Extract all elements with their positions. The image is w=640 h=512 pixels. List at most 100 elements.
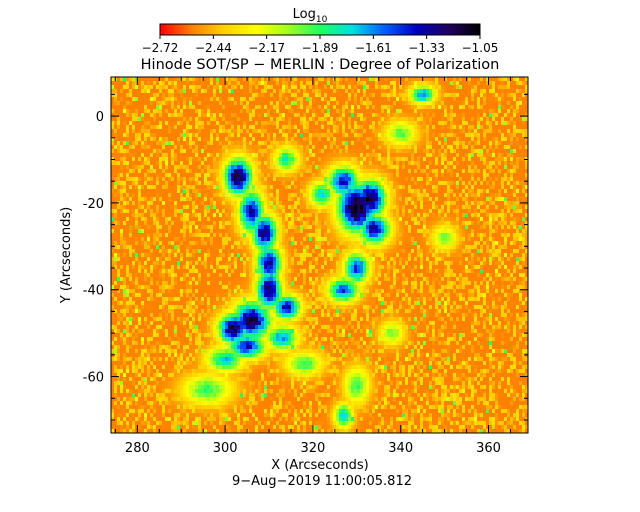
heatmap-cell [198,101,202,106]
heatmap-cell [189,101,193,106]
heatmap-cell [156,141,160,146]
heatmap-cell [144,145,148,150]
heatmap-cell [198,201,202,206]
heatmap-cell [174,125,178,130]
heatmap-cell [390,81,394,86]
heatmap-cell [204,217,208,222]
heatmap-cell [237,169,241,174]
heatmap-cell [246,149,250,154]
heatmap-cell [174,165,178,170]
heatmap-cell [429,209,433,214]
heatmap-cell [468,109,472,114]
heatmap-cell [312,105,316,110]
heatmap-cell [477,157,481,162]
heatmap-cell [234,197,238,202]
heatmap-cell [432,121,436,126]
heatmap-cell [144,89,148,94]
heatmap-cell [255,113,259,118]
heatmap-cell [180,157,184,162]
heatmap-cell [366,201,370,206]
heatmap-cell [507,109,511,114]
heatmap-cell [354,141,358,146]
heatmap-cell [303,125,307,130]
heatmap-cell [300,169,304,174]
heatmap-cell [276,201,280,206]
heatmap-cell [294,113,298,118]
heatmap-cell [351,213,355,218]
heatmap-cell [192,185,196,190]
heatmap-cell [474,169,478,174]
heatmap-cell [270,181,274,186]
heatmap-cell [240,173,244,178]
heatmap-cell [225,89,229,94]
heatmap-cell [150,149,154,154]
heatmap-cell [486,213,490,218]
heatmap-cell [348,125,352,130]
heatmap-cell [438,97,442,102]
heatmap-cell [360,93,364,98]
heatmap-cell [411,89,415,94]
heatmap-cell [441,97,445,102]
heatmap-cell [264,145,268,150]
heatmap-cell [369,193,373,198]
heatmap-cell [417,129,421,134]
heatmap-cell [366,209,370,214]
heatmap-cell [456,177,460,182]
heatmap-cell [156,209,160,214]
heatmap-cell [222,125,226,130]
heatmap-cell [267,113,271,118]
heatmap-cell [273,177,277,182]
heatmap-cell [282,209,286,214]
heatmap-cell [327,81,331,86]
heatmap-cell [369,181,373,186]
heatmap-cell [408,201,412,206]
heatmap-cell [129,133,133,138]
heatmap-cell [300,141,304,146]
heatmap-cell [510,129,514,134]
heatmap-cell [507,145,511,150]
heatmap-cell [354,189,358,194]
heatmap-cell [171,97,175,102]
heatmap-cell [132,109,136,114]
heatmap-cell [210,125,214,130]
heatmap-cell [171,137,175,142]
heatmap-cell [453,97,457,102]
heatmap-cell [264,105,268,110]
heatmap-cell [171,201,175,206]
heatmap-cell [336,117,340,122]
heatmap-cell [204,169,208,174]
heatmap-cell [372,105,376,110]
heatmap-cell [237,201,241,206]
heatmap-cell [375,97,379,102]
heatmap-cell [525,85,528,90]
heatmap-cell [246,189,250,194]
heatmap-cell [399,193,403,198]
heatmap-cell [411,189,415,194]
heatmap-cell [246,81,250,86]
heatmap-cell [225,113,229,118]
heatmap-cell [285,109,289,114]
heatmap-cell [315,205,319,210]
heatmap-cell [117,113,121,118]
heatmap-cell [222,129,226,134]
heatmap-cell [189,193,193,198]
heatmap-cell [249,205,253,210]
heatmap-cell [516,109,520,114]
heatmap-cell [156,77,160,82]
heatmap-cell [318,121,322,126]
heatmap-cell [276,89,280,94]
heatmap-cell [312,77,316,82]
heatmap-cell [204,153,208,158]
heatmap-cell [216,177,220,182]
heatmap-cell [453,153,457,158]
heatmap-cell [174,197,178,202]
heatmap-cell [450,117,454,122]
heatmap-cell [381,201,385,206]
heatmap-cell [270,97,274,102]
heatmap-cell [474,105,478,110]
heatmap-cell [240,217,244,222]
heatmap-cell [144,185,148,190]
heatmap-cell [258,113,262,118]
heatmap-cell [366,153,370,158]
heatmap-cell [474,81,478,86]
